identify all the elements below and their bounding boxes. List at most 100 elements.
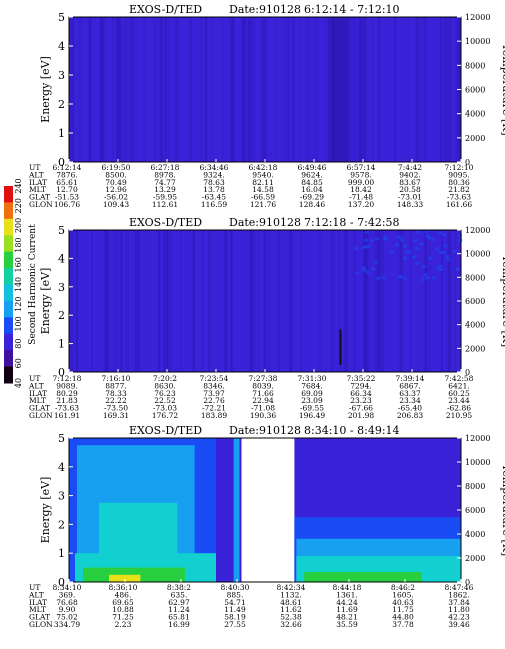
noise-stripe xyxy=(231,17,235,162)
chart-title: EXOS-D/TED xyxy=(129,3,202,16)
orbit-value: 22.76 xyxy=(203,396,225,405)
noise-stripe xyxy=(174,17,178,162)
orbit-value: 78.63 xyxy=(203,178,225,187)
noise-stripe xyxy=(377,230,379,372)
y-right-tick-label: 4000 xyxy=(465,530,485,539)
colorbar-segment xyxy=(4,366,13,384)
orbit-value: 20.58 xyxy=(399,185,421,194)
noise-stripe xyxy=(161,17,163,162)
noise-stripe xyxy=(261,17,265,162)
noise-stripe xyxy=(329,230,333,372)
orbit-value: 2.23 xyxy=(115,620,132,629)
bright-patch xyxy=(364,230,369,234)
noise-stripe xyxy=(124,17,128,162)
noise-stripe xyxy=(70,230,74,372)
orbit-value: 6:49:46 xyxy=(298,163,327,172)
orbit-value: 8:44:18 xyxy=(333,583,362,592)
orbit-value: 58.19 xyxy=(224,613,246,622)
bright-patch xyxy=(423,273,428,277)
bright-patch xyxy=(402,256,407,260)
orbit-value: 183.89 xyxy=(201,411,227,420)
bright-patch xyxy=(397,235,402,239)
noise-stripe xyxy=(111,17,114,162)
noise-stripe xyxy=(447,230,451,372)
chart-date: Date:910128 xyxy=(229,424,301,437)
y-right-tick-label: 2000 xyxy=(465,554,485,563)
y-tick-label: 0 xyxy=(58,576,65,589)
bright-patch xyxy=(452,250,457,254)
noise-stripe xyxy=(104,230,107,372)
noise-stripe xyxy=(204,17,207,162)
noise-stripe xyxy=(202,230,204,372)
orbit-value: 80.29 xyxy=(56,389,78,398)
noise-stripe xyxy=(137,230,141,372)
bright-patch xyxy=(354,271,359,275)
orbit-value: 6:34:46 xyxy=(200,163,229,172)
noise-stripe xyxy=(420,17,422,162)
orbit-value: 885. xyxy=(227,590,244,599)
noise-stripe xyxy=(289,230,293,372)
orbit-value: 121.76 xyxy=(250,200,276,209)
orbit-value: 206.83 xyxy=(397,411,423,420)
bright-patch xyxy=(416,230,421,234)
bright-patch xyxy=(383,237,388,241)
orbit-value: 80.36 xyxy=(448,178,470,187)
orbit-value: 8346. xyxy=(203,381,224,390)
orbit-value: 7:16:10 xyxy=(102,374,131,383)
bright-patch xyxy=(361,245,366,249)
noise-stripe xyxy=(338,230,341,372)
y-right-tick-label: 0 xyxy=(465,578,470,587)
orbit-row-label: GLAT xyxy=(29,613,50,622)
noise-stripe xyxy=(250,17,253,162)
orbit-value: 76.68 xyxy=(56,598,78,607)
bright-patch xyxy=(424,230,429,234)
orbit-value: 6867. xyxy=(399,381,420,390)
noise-stripe xyxy=(198,17,200,162)
noise-stripe xyxy=(332,17,334,162)
orbit-value: 148.33 xyxy=(397,200,423,209)
bright-patch xyxy=(398,275,403,279)
orbit-value: 6:27:18 xyxy=(151,163,180,172)
orbit-value: 8:47:46 xyxy=(445,583,474,592)
noise-stripe xyxy=(135,230,139,372)
noise-stripe xyxy=(245,17,248,162)
colorbar-label: Second Harmonic Current xyxy=(28,224,38,345)
chart-time-range: 8:34:10 - 8:49:14 xyxy=(304,424,400,437)
noise-stripe xyxy=(249,230,253,372)
colorbar-tick-label: 180 xyxy=(14,237,23,252)
noise-stripe xyxy=(209,17,213,162)
noise-stripe xyxy=(364,17,367,162)
bright-patch xyxy=(435,266,440,270)
noise-stripe xyxy=(241,17,245,162)
bright-patch xyxy=(419,242,424,246)
noise-stripe xyxy=(230,17,233,162)
noise-stripe xyxy=(99,17,102,162)
noise-stripe xyxy=(105,230,108,372)
orbit-value: 48.61 xyxy=(280,598,301,607)
orbit-value: 334.79 xyxy=(54,620,80,629)
noise-stripe xyxy=(157,230,160,372)
noise-stripe xyxy=(76,230,78,372)
noise-stripe xyxy=(424,17,427,162)
y-tick-label: 4 xyxy=(58,461,65,474)
bright-patch xyxy=(438,250,443,254)
noise-stripe xyxy=(75,230,79,372)
y-tick-label: 2 xyxy=(58,518,65,531)
noise-stripe xyxy=(439,17,442,162)
y-tick-label: 5 xyxy=(58,224,65,237)
orbit-value: 8:40:30 xyxy=(221,583,250,592)
noise-stripe xyxy=(158,230,161,372)
noise-stripe xyxy=(292,17,294,162)
colorbar-segment xyxy=(4,317,13,335)
noise-stripe xyxy=(365,230,367,372)
noise-stripe xyxy=(429,230,431,372)
bright-patch xyxy=(443,244,448,248)
noise-stripe xyxy=(421,17,424,162)
noise-stripe xyxy=(394,17,397,162)
orbit-value: 10.88 xyxy=(112,605,134,614)
noise-stripe xyxy=(261,17,263,162)
orbit-value: -56.02 xyxy=(104,193,128,202)
y-right-tick-label: 12000 xyxy=(465,434,490,443)
noise-stripe xyxy=(331,17,335,162)
orbit-value: 16.04 xyxy=(301,185,323,194)
